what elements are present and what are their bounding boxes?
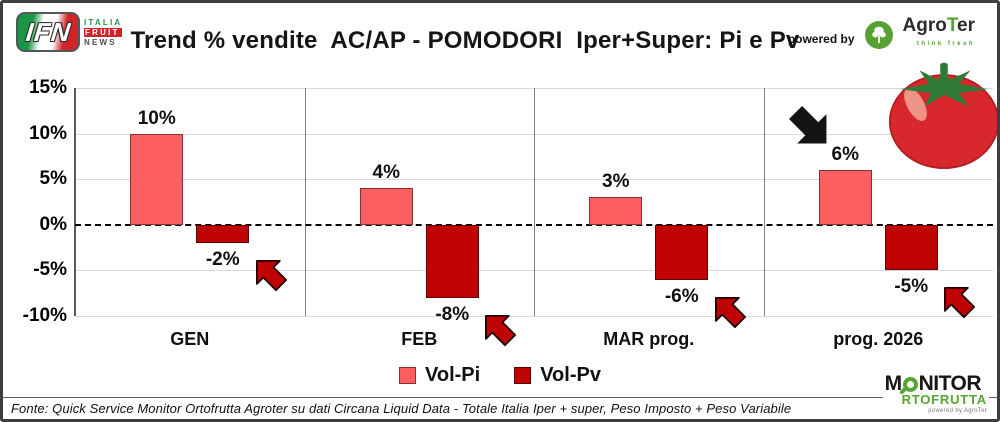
agroter-name-post: er [957,15,975,36]
value-label-vol-pv: -5% [894,276,929,298]
y-tick-label: 5% [39,168,67,190]
agroter-wordmark: AgroTer think fresh [902,15,976,53]
legend-item-vol-pi: Vol-Pi [399,364,480,387]
source-note: Fonte: Quick Service Monitor Ortofrutta … [11,401,792,416]
legend-label-vol-pi: Vol-Pi [425,364,481,386]
ifn-abbr: IFN [24,16,73,47]
ifn-fruit-text: FRUIT [84,27,123,37]
ifn-flag-badge: IFN [16,12,80,52]
monitor-line2: RTOFRUTTA [901,392,987,407]
bar-vol-pi [359,188,413,225]
bar-vol-pv [884,224,938,271]
bar-vol-pi [589,197,643,225]
red-arrow-icon [944,287,976,319]
zero-line [75,223,993,226]
category-label: prog. 2026 [833,329,924,349]
agroter-tagline: think fresh [916,41,975,47]
agroter-logo: powered by AgroTer think fresh [787,15,976,53]
category-label: GEN [170,329,210,349]
magnifier-icon [902,376,918,392]
red-arrow-icon [485,314,517,346]
monitor-m: M [884,372,903,395]
chart-title: Trend % vendite AC/AP - POMODORI Iper+Su… [130,27,800,54]
y-tick-label: -10% [22,305,67,326]
red-arrow-icon [714,296,746,328]
legend-label-vol-pv: Vol-Pv [540,364,601,386]
category-label: MAR prog. [603,329,695,349]
footer: Fonte: Quick Service Monitor Ortofrutta … [3,397,997,419]
y-tick-label: 0% [39,213,67,235]
bar-vol-pi [130,133,184,225]
group-separator [763,88,765,316]
legend-item-vol-pv: Vol-Pv [514,364,601,387]
value-label-vol-pv: -8% [435,303,470,325]
ifn-logo: IFN ITALIA FRUIT NEWS [16,12,123,52]
y-tick-label: 15% [28,77,67,98]
agroter-name-pre: Agro [902,15,947,36]
monitor-ortofrutta-logo: M NITOR RTOFRUTTA powered by AgroTer [882,372,989,415]
category-label: FEB [401,329,438,349]
value-label-vol-pi: 10% [137,107,176,129]
monitor-powered-by: powered by AgroTer [928,408,987,414]
bar-vol-pv [655,224,709,280]
bar-vol-pv [196,224,250,244]
bar-vol-pi [818,170,872,225]
group-separator [304,88,306,316]
agroter-name-t: T [946,15,958,36]
legend-swatch-vol-pi [399,367,417,384]
value-label-vol-pv: -2% [205,249,240,271]
group-separator [534,88,535,316]
black-arrow-icon [789,106,827,144]
value-label-vol-pv: -6% [664,285,699,307]
red-arrow-icon [255,260,287,292]
agroter-name: AgroTer [902,15,976,36]
legend: Vol-Pi Vol-Pv [3,364,997,387]
y-tick-label: 10% [28,122,67,144]
ifn-italia-text: ITALIA [84,17,123,27]
ifn-news-text: NEWS [84,37,117,47]
value-label-vol-pi: 4% [372,162,400,184]
value-label-vol-pi: 3% [602,171,630,193]
bar-vol-pv [425,224,479,298]
value-label-vol-pi: 6% [831,144,859,166]
agroter-tree-icon [864,21,893,49]
monitor-nitor: NITOR [918,372,982,395]
gridline [75,316,993,317]
y-tick-label: -5% [33,259,67,281]
monitor-line1: M NITOR [884,372,987,395]
y-axis-line [74,88,76,316]
ifn-wordmark: ITALIA FRUIT NEWS [84,17,123,47]
powered-by-text: powered by [787,32,855,46]
legend-swatch-vol-pv [514,367,532,384]
tomato-icon [888,62,997,170]
